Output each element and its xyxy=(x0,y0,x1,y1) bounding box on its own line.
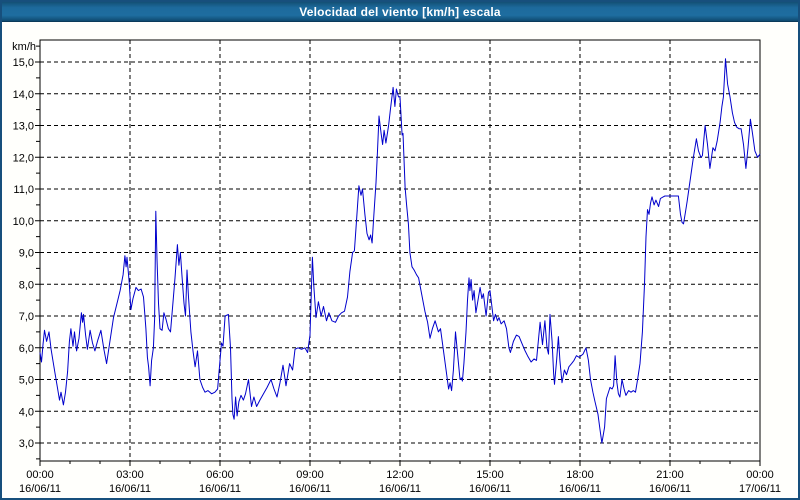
x-tick-date-label: 16/06/11 xyxy=(109,483,151,495)
y-tick-label: 15,0 xyxy=(13,57,34,69)
x-tick-date-label: 16/06/11 xyxy=(559,483,601,495)
x-tick-time-label: 03:00 xyxy=(116,469,144,481)
x-tick-date-label: 17/06/11 xyxy=(739,483,781,495)
x-tick-time-label: 00:00 xyxy=(26,469,54,481)
y-tick-label: 4,0 xyxy=(19,406,34,418)
y-tick-label: 11,0 xyxy=(13,184,34,196)
x-tick-time-label: 15:00 xyxy=(476,469,504,481)
y-tick-label: 9,0 xyxy=(19,248,34,260)
x-tick-time-label: 12:00 xyxy=(386,469,414,481)
y-axis-unit-label: km/h xyxy=(12,41,36,53)
chart-title: Velocidad del viento [km/h] escala xyxy=(299,4,501,19)
x-tick-time-label: 21:00 xyxy=(656,469,684,481)
y-tick-label: 14,0 xyxy=(13,89,34,101)
wind-speed-chart: 15,0 14,0 13,0 12,0 11,0 10,0 9,0 8,0 7,0 6,0 5,0 4… xyxy=(12,39,781,495)
y-tick-label: 12,0 xyxy=(13,152,34,164)
x-tick-time-label: 18:00 xyxy=(566,469,594,481)
y-tick-label: 5,0 xyxy=(19,375,34,387)
y-tick-label: 3,0 xyxy=(19,438,34,450)
y-tick-label: 8,0 xyxy=(19,279,34,291)
chart-content-area: 15,0 14,0 13,0 12,0 11,0 10,0 9,0 8,0 7,0 6,0 5,0 4… xyxy=(2,22,798,498)
y-tick-label: 10,0 xyxy=(13,216,34,228)
x-tick-time-label: 09:00 xyxy=(296,469,324,481)
x-tick-time-label: 06:00 xyxy=(206,469,234,481)
wind-speed-line xyxy=(39,58,761,444)
x-tick-time-label: 00:00 xyxy=(746,469,774,481)
y-tick-label: 6,0 xyxy=(19,343,34,355)
x-tick-date-label: 16/06/11 xyxy=(469,483,511,495)
x-tick-date-label: 16/06/11 xyxy=(649,483,691,495)
chart-titlebar: Velocidad del viento [km/h] escala xyxy=(2,2,798,22)
y-tick-label: 7,0 xyxy=(19,311,34,323)
x-tick-date-label: 16/06/11 xyxy=(379,483,421,495)
x-tick-date-label: 16/06/11 xyxy=(199,483,241,495)
y-tick-label: 13,0 xyxy=(13,121,34,133)
x-tick-date-label: 16/06/11 xyxy=(19,483,61,495)
x-tick-date-label: 16/06/11 xyxy=(289,483,331,495)
